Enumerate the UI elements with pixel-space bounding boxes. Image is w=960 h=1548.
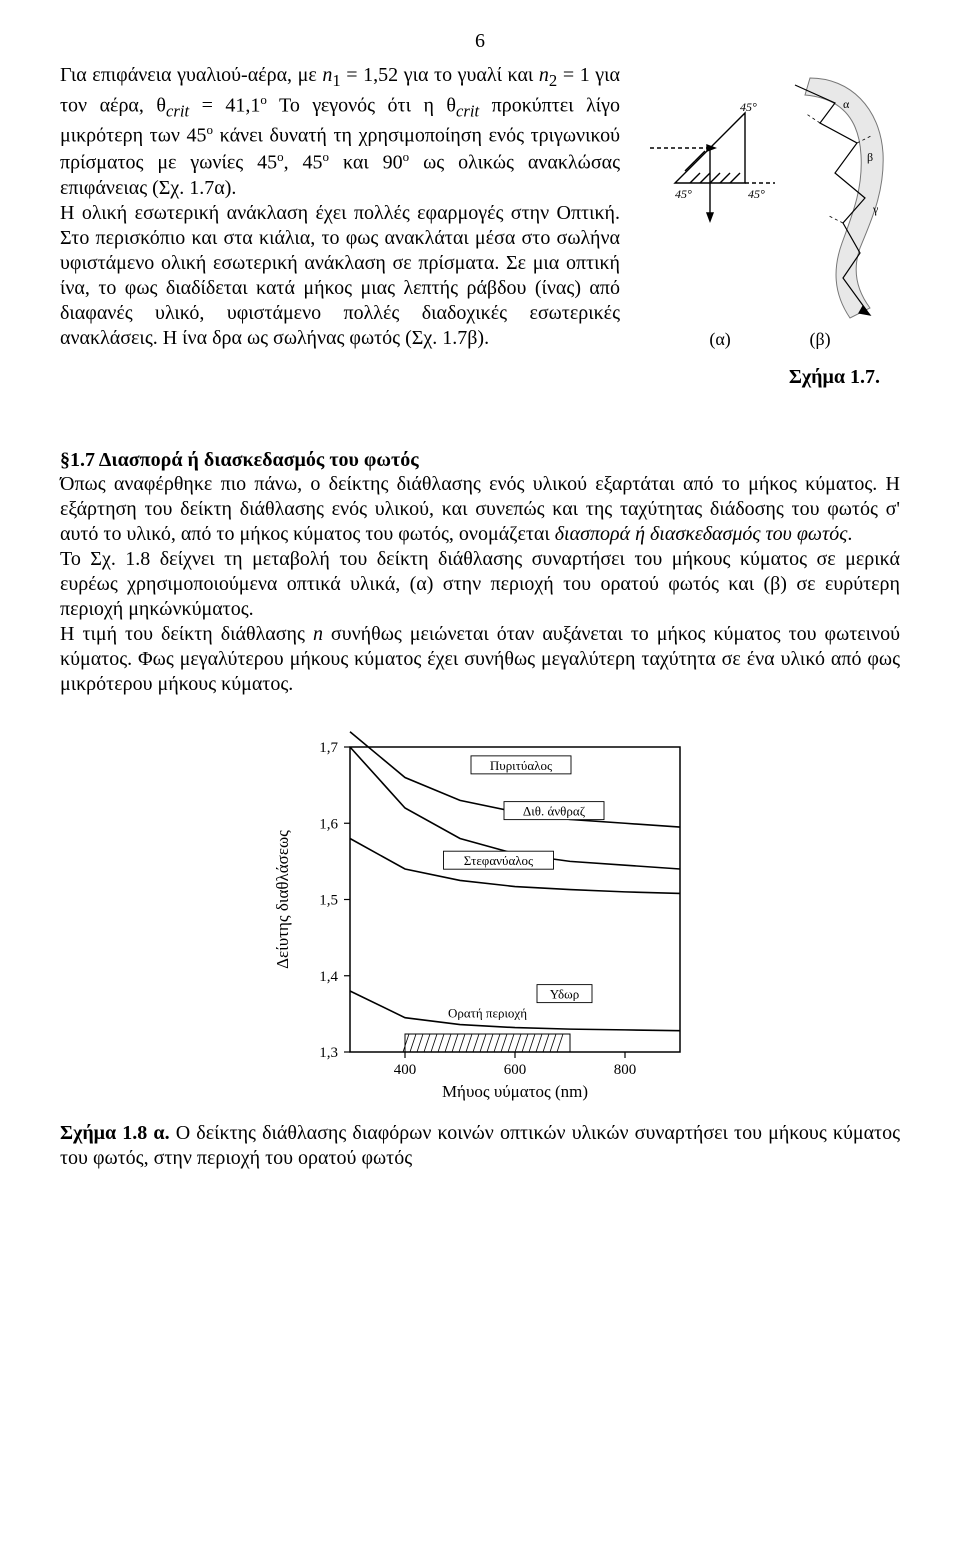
paragraph-1: Για επιφάνεια γυαλιού-αέρα, με n1 = 1,52… [60,63,620,201]
fig17-45-top: 45° [740,100,757,114]
figure-1-8: 1,7 1,6 1,5 1,4 1,3 400 600 800 Δείυτης διαθλάσε… [60,727,900,1107]
fig17-beta: β [867,150,873,164]
p1-t9: και 90 [329,152,403,174]
n1-var: n [322,64,332,86]
figure-1-7-svg: 45° 45° 45° [645,63,895,323]
fig17-45-bl: 45° [675,187,692,201]
crit-sub: crit [166,101,189,120]
figure-1-7-caption: Σχήμα 1.7. [640,366,900,389]
section-1-7-title: §1.7 Διασπορά ή διασκεδασμός του φωτός [60,449,900,472]
body-text-column: Για επιφάνεια γυαλιού-αέρα, με n1 = 1,52… [60,63,620,351]
p1-text: Για επιφάνεια γυαλιού-αέρα, με [60,64,322,86]
n2-var: n [539,64,549,86]
svg-text:400: 400 [394,1062,417,1078]
s17-p2: Το Σχ. 1.8 δείχνει τη μεταβολή του δείκτ… [60,548,900,620]
paragraph-2: H ολική εσωτερική ανάκλαση έχει πολλές ε… [60,201,620,351]
p1-t8: , 45 [284,152,323,174]
figure-1-8a-caption: Σχήμα 1.8 α. Ο δείκτης διάθλασης διαφόρω… [60,1121,900,1171]
p1-t5: Το γεγονός ότι η θ [267,94,456,116]
svg-text:Μήυος υύματος (nm): Μήυος υύματος (nm) [442,1082,588,1101]
s17-p1b: . [847,523,852,545]
fig17-alpha: α [843,97,850,111]
crit-sub2: crit [456,101,479,120]
fig18a-rest: Ο δείκτης διάθλασης διαφόρων κοινών οπτι… [60,1122,900,1169]
svg-text:Διθ. άνθραζ: Διθ. άνθραζ [523,804,586,819]
fig18a-bold: Σχήμα 1.8 α. [60,1122,170,1144]
svg-text:1,7: 1,7 [319,740,338,756]
svg-text:Δείυτης διαθλάσεως: Δείυτης διαθλάσεως [273,830,292,969]
svg-text:Στεφανύαλος: Στεφανύαλος [464,853,534,868]
svg-text:Ορατή περιοχή: Ορατή περιοχή [448,1006,527,1021]
svg-text:1,4: 1,4 [319,969,338,985]
figure-1-7-label-b: (β) [809,329,830,350]
section-1-7-body: Όπως αναφέρθηκε πιο πάνω, ο δείκτης διάθ… [60,472,900,697]
figure-1-7: 45° 45° 45° [640,63,900,389]
s17-disp: διασπορά ή διασκεδασμός του φωτός [555,523,848,545]
p1-t2: = 1,52 για το γυαλί και [341,64,539,86]
fig17-45-br: 45° [748,187,765,201]
p1-t4: = 41,1 [189,94,260,116]
n2-sub: 2 [549,71,557,90]
page-number: 6 [60,30,900,53]
s17-n: n [313,623,323,645]
fig17-gamma: γ [872,202,879,216]
s17-p3a: Η τιμή του δείκτη διάθλασης [60,623,313,645]
svg-text:Πυριτύαλος: Πυριτύαλος [490,758,553,773]
figure-1-7-label-a: (α) [709,329,730,350]
svg-text:Υδωρ: Υδωρ [550,987,579,1002]
svg-text:1,5: 1,5 [319,893,338,909]
svg-text:800: 800 [614,1062,637,1078]
svg-text:1,6: 1,6 [319,816,338,832]
svg-text:600: 600 [504,1062,527,1078]
n1-sub: 1 [332,71,340,90]
svg-text:1,3: 1,3 [319,1045,338,1061]
